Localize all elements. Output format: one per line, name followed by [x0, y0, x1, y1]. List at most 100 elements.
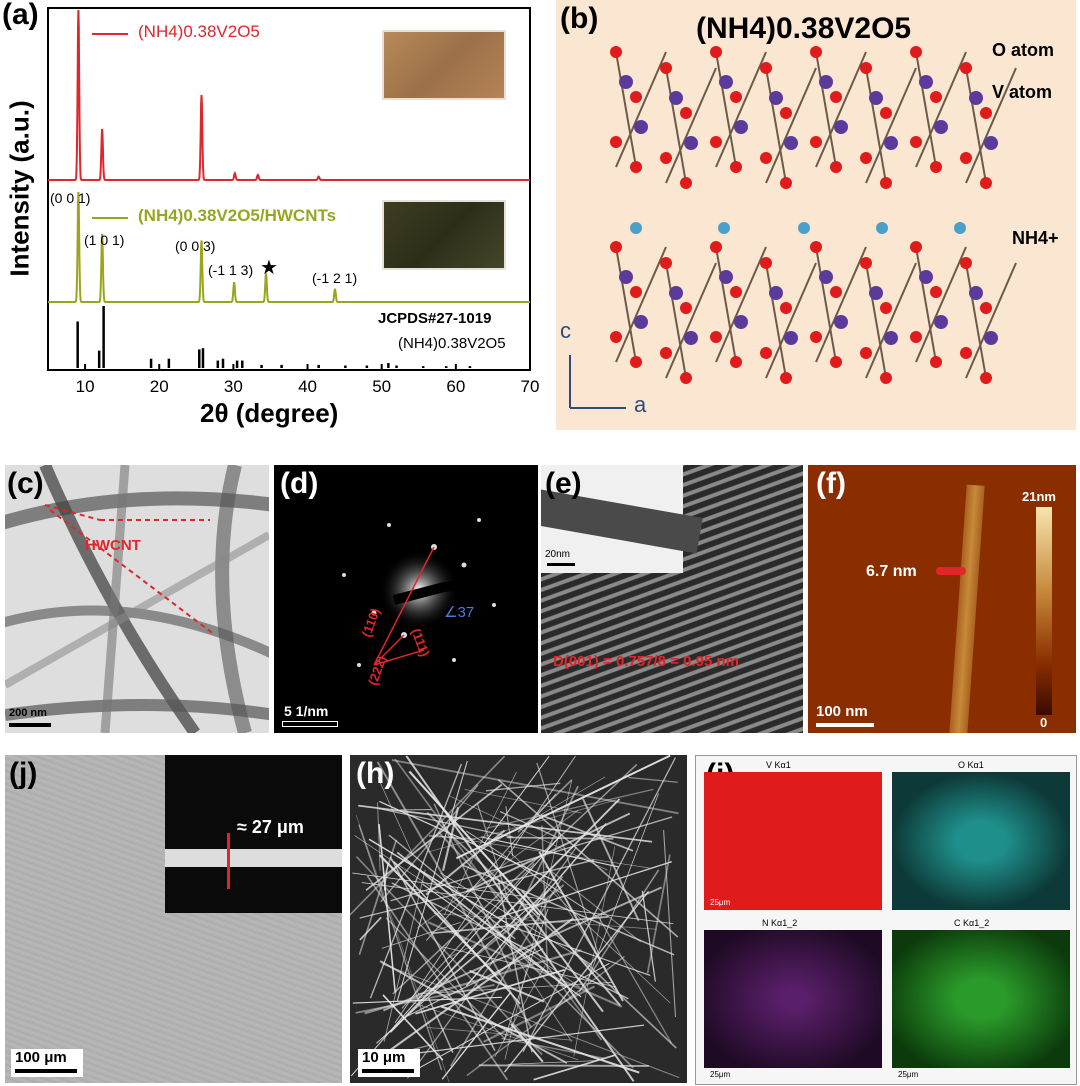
bond — [965, 262, 987, 379]
o-atom — [830, 356, 842, 368]
o-atom — [980, 107, 992, 119]
panel-f-afm: (f) 6.7 nm 21nm 0 100 nm — [808, 465, 1076, 733]
fiber — [390, 816, 673, 902]
nanotube-image — [5, 465, 269, 733]
fiber — [448, 795, 608, 871]
fiber — [497, 878, 533, 1053]
fiber — [510, 1023, 544, 1063]
panel-e-hrtem: 20nm (e) D(001) = 0.757/8 = 0.95 nm — [541, 465, 803, 733]
map-title-c: C Kα1_2 — [954, 918, 990, 928]
film-photo-pure — [382, 30, 506, 100]
fiber — [521, 890, 621, 1007]
v-atom — [669, 91, 683, 105]
scale-text-d: 5 1/nm — [284, 703, 329, 719]
fiber — [405, 755, 635, 1082]
legend-label-pure: (NH4)0.38V2O5 — [138, 22, 260, 41]
v-atom — [934, 315, 948, 329]
fiber — [412, 1002, 579, 1061]
o-atom — [860, 257, 872, 269]
nh4-label: NH4+ — [1012, 228, 1059, 248]
bond — [815, 51, 867, 168]
o-atom — [830, 161, 842, 173]
fiber — [485, 918, 634, 1069]
fiber — [408, 770, 540, 916]
o-atom — [760, 62, 772, 74]
o-atom — [760, 347, 772, 359]
v-atom — [619, 270, 633, 284]
v-atom — [984, 331, 998, 345]
fiber — [447, 914, 534, 959]
o-atom — [610, 46, 622, 58]
v-atom — [834, 120, 848, 134]
o-atom — [710, 331, 722, 343]
o-atom — [880, 177, 892, 189]
o-atom — [760, 257, 772, 269]
o-atom — [980, 302, 992, 314]
o-atom — [630, 91, 642, 103]
fiber — [504, 779, 573, 1060]
o-atom-label: O atom — [992, 40, 1055, 60]
bond — [665, 67, 717, 184]
bond — [615, 246, 637, 363]
v-atom — [734, 315, 748, 329]
o-atom — [880, 372, 892, 384]
fiber — [499, 810, 561, 840]
v-atom — [934, 120, 948, 134]
v-atom — [884, 136, 898, 150]
bond — [965, 67, 1017, 184]
o-atom — [780, 107, 792, 119]
v-atom — [969, 286, 983, 300]
v-atom — [719, 270, 733, 284]
fiber — [427, 997, 454, 1054]
fiber — [426, 793, 557, 941]
v-atom — [869, 286, 883, 300]
fiber — [483, 985, 595, 1043]
fiber — [469, 887, 572, 1042]
panel-b-structure: (b) (NH4)0.38V2O5 O atom V atom NH4+ c a — [556, 0, 1076, 430]
fiber — [443, 771, 517, 916]
o-atom — [680, 302, 692, 314]
fiber — [480, 836, 619, 868]
crystal-structure — [569, 46, 1017, 409]
bond — [865, 262, 887, 379]
fiber — [508, 1060, 598, 1065]
bond — [765, 67, 817, 184]
v-atom — [619, 75, 633, 89]
panel-label-j: (j) — [9, 757, 38, 790]
fiber — [382, 963, 680, 1079]
axis-a-label: a — [634, 392, 647, 417]
scale-bar-c — [9, 723, 51, 727]
o-atom — [810, 241, 822, 253]
panel-i-eds: (i) V Kα1 O Kα1 N Kα1_2 C Kα1_2 25μm 25μ… — [695, 755, 1077, 1085]
map-n — [704, 930, 882, 1068]
bond — [765, 262, 787, 379]
o-atom — [810, 46, 822, 58]
o-atom — [660, 257, 672, 269]
o-atom — [730, 91, 742, 103]
fiber — [540, 814, 634, 852]
v-atom — [819, 270, 833, 284]
fiber — [501, 1037, 605, 1059]
bond — [615, 246, 667, 363]
inset-scale-bar — [547, 563, 575, 566]
o-atom — [610, 136, 622, 148]
xrd-series-group — [48, 9, 530, 368]
v-atom — [684, 136, 698, 150]
inset-scale-text: 20nm — [545, 549, 571, 560]
scale-text-j: 100 μm — [15, 1049, 67, 1066]
o-atom — [660, 152, 672, 164]
scale-bar-d — [282, 721, 338, 727]
bond — [615, 51, 667, 168]
v-atom — [884, 331, 898, 345]
o-atom — [880, 107, 892, 119]
bond — [865, 67, 887, 184]
fiber — [508, 785, 579, 932]
angle-label: ∠37 — [444, 604, 475, 621]
bond — [915, 51, 967, 168]
o-atom — [830, 286, 842, 298]
peak-101: (1 0 1) — [84, 232, 125, 248]
bond — [915, 246, 967, 363]
panel-a-xrd: (a) 10 20 30 40 50 60 70 Intensity (a.u.) 2θ (… — [0, 0, 545, 440]
o-atom — [910, 331, 922, 343]
o-atom — [860, 62, 872, 74]
